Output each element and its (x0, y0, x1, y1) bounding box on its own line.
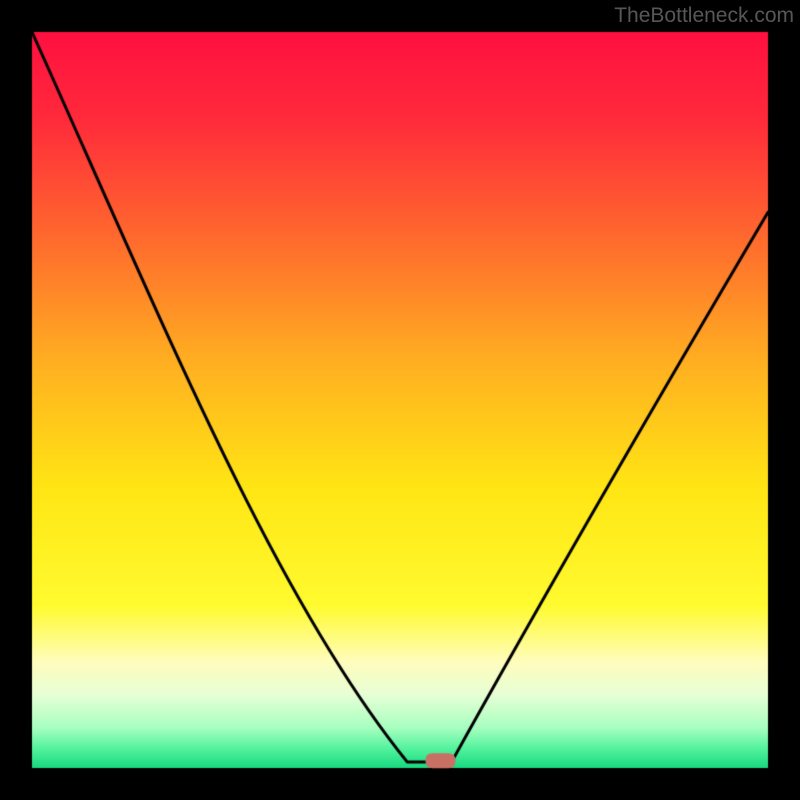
chart-stage: TheBottleneck.com (0, 0, 800, 800)
watermark-label: TheBottleneck.com (614, 4, 794, 28)
bottleneck-chart-canvas (0, 0, 800, 800)
